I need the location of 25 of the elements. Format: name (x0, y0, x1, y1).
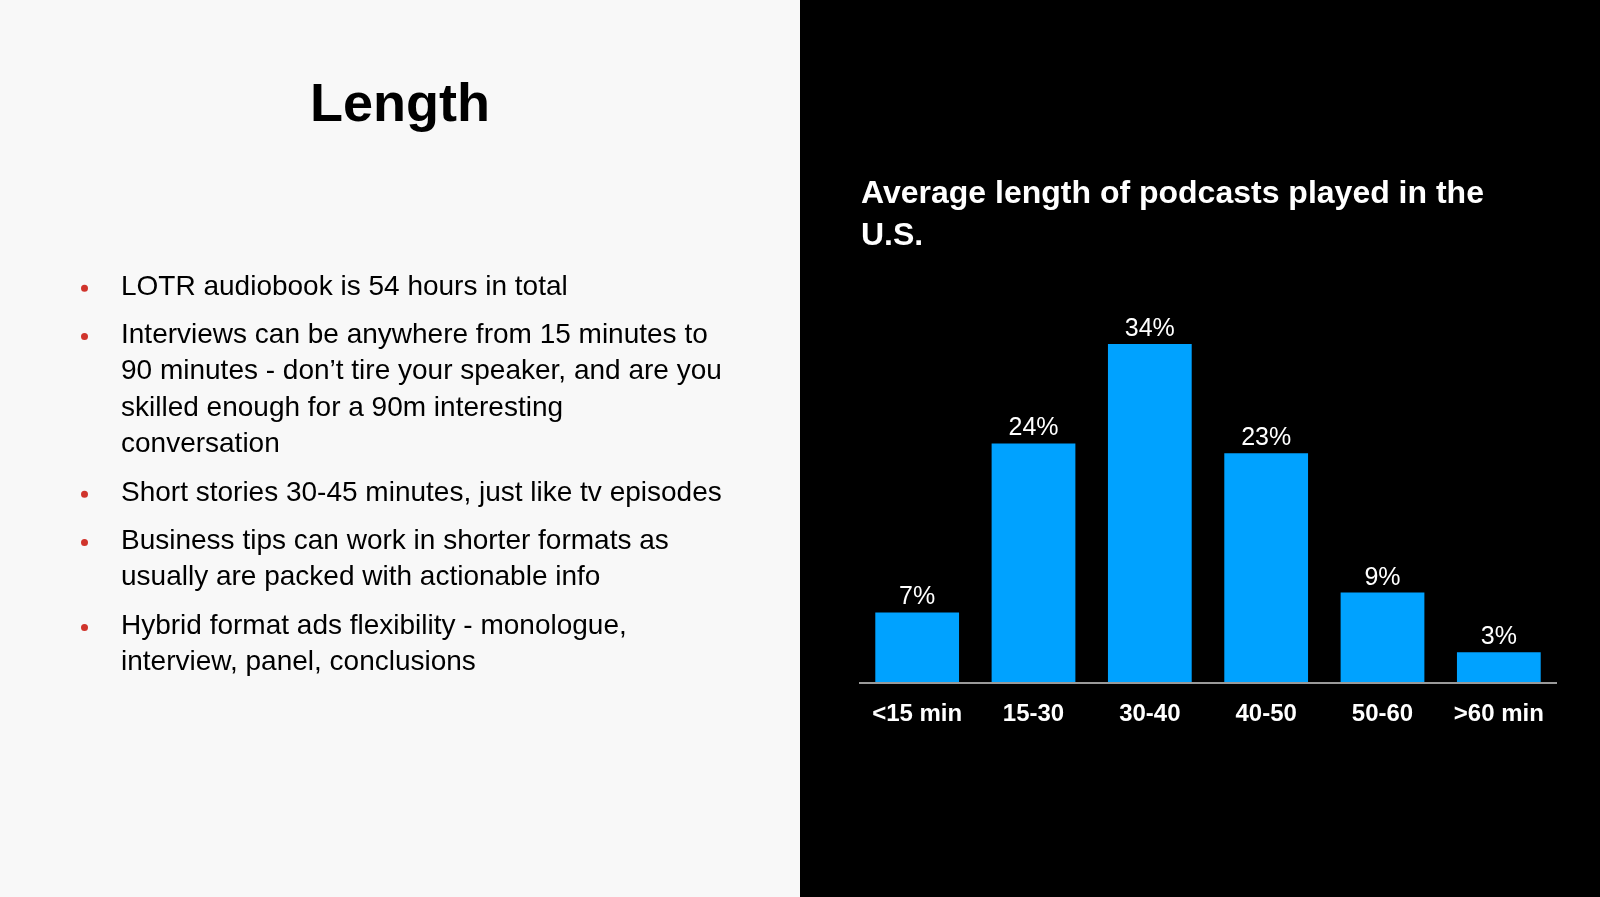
data-label: 3% (1480, 621, 1517, 650)
data-label: 9% (1364, 561, 1401, 590)
data-label: 24% (1008, 412, 1059, 441)
bar (1340, 592, 1425, 682)
bar (1224, 453, 1309, 682)
text: Length (310, 72, 490, 132)
data-label: 23% (1241, 422, 1292, 451)
bar (1456, 652, 1541, 682)
bar (1107, 344, 1192, 682)
bar (875, 612, 960, 682)
text: Interviews can be anywhere from 15 minutes to 90 minutes - don’t tire your speaker, and are you skilled enough for a 90m interesting conversation (121, 318, 722, 459)
x-tick-label: 30-40 (1119, 698, 1181, 726)
x-tick-label: 15-30 (1002, 698, 1065, 726)
data-label: 34% (1124, 313, 1175, 341)
text: Short stories 30-45 minutes, just like tv episodes (121, 476, 722, 507)
text: Hybrid format ads flexibility - monologue, interview, panel, conclusions (121, 609, 627, 677)
x-tick-label: 50-60 (1351, 698, 1414, 726)
x-tick-label: >60 min (1453, 698, 1544, 726)
chart-title: Average length of podcasts played in the U.S. (861, 174, 1484, 252)
text: Business tips can work in shorter formats as usually are packed with actionable info (121, 524, 669, 592)
x-tick-label: 40-50 (1235, 698, 1297, 726)
bar (991, 443, 1076, 682)
text: LOTR audiobook is 54 hours in total (121, 270, 568, 301)
data-label: 7% (899, 581, 936, 610)
x-tick-label: <15 min (872, 698, 963, 726)
